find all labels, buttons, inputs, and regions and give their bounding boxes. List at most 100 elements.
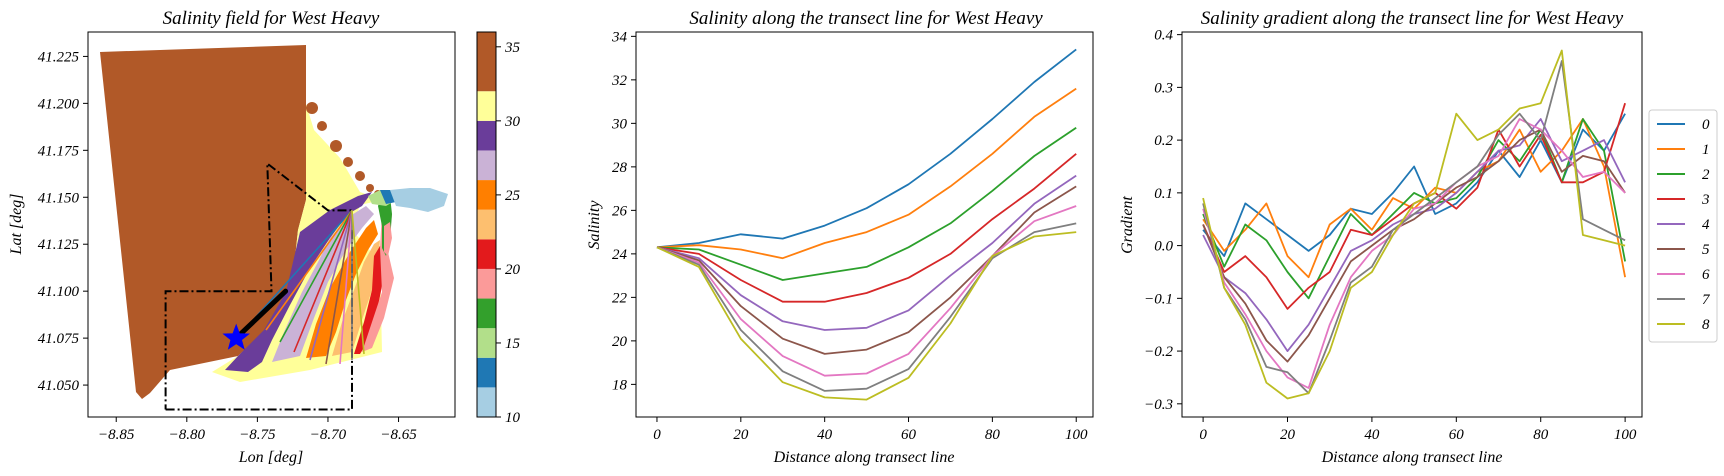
legend-label-7: 7 bbox=[1702, 292, 1711, 308]
map-x-tick-label: −8.85 bbox=[98, 427, 135, 443]
legend-frame bbox=[1648, 109, 1718, 343]
boundary-box bbox=[164, 161, 353, 411]
colorbar-tick-label: 25 bbox=[505, 188, 521, 204]
salinity-y-ticks: 18 20 22 24 26 28 30 32 34 bbox=[611, 29, 636, 393]
map-y-tick-label: 41.075 bbox=[38, 331, 80, 347]
colorbar bbox=[477, 32, 496, 417]
transect-fan-line bbox=[254, 209, 353, 319]
salinity-series-2 bbox=[656, 126, 1077, 281]
map-x-ticks: −8.85 −8.80 −8.75 −8.70 −8.65 bbox=[98, 417, 417, 443]
legend-label-5: 5 bbox=[1702, 242, 1710, 258]
map-y-ticks: 41.050 41.075 41.100 41.125 41.150 41.175 41.2… bbox=[38, 49, 88, 394]
colorbar-segment bbox=[477, 239, 496, 269]
field-speck bbox=[306, 102, 318, 114]
gradient-y-tick-label: 0.2 bbox=[1154, 133, 1173, 149]
transect-fan-line bbox=[293, 210, 353, 353]
transect-fan-line bbox=[351, 210, 365, 355]
gradient-series-1 bbox=[1202, 118, 1626, 279]
legend-label-6: 6 bbox=[1702, 267, 1710, 283]
gradient-x-tick-label: 0 bbox=[1199, 427, 1207, 443]
gradient-axes-frame bbox=[1181, 31, 1643, 418]
gradient-series-lines bbox=[1202, 49, 1626, 400]
salinity-field-map bbox=[100, 45, 448, 411]
salinity-x-tick-label: 40 bbox=[817, 427, 833, 443]
salinity-series-6 bbox=[656, 205, 1077, 377]
map-y-tick-label: 41.200 bbox=[38, 96, 80, 112]
start-point-star-icon bbox=[222, 323, 250, 350]
field-region-25 bbox=[332, 240, 380, 356]
gradient-title: Salinity gradient along the transect lin… bbox=[1201, 8, 1624, 29]
gradient-x-label: Distance along transect line bbox=[1321, 449, 1503, 466]
gradient-transect-panel: Salinity gradient along the transect lin… bbox=[1119, 8, 1718, 466]
map-axes-frame bbox=[87, 31, 456, 418]
map-title: Salinity field for West Heavy bbox=[163, 8, 380, 29]
salinity-y-tick-label: 20 bbox=[612, 334, 628, 350]
salinity-y-tick-label: 26 bbox=[612, 203, 628, 219]
salinity-transect-panel: Salinity along the transect line for Wes… bbox=[586, 8, 1094, 466]
legend-label-4: 4 bbox=[1702, 217, 1710, 233]
colorbar-segment bbox=[477, 150, 496, 181]
map-x-tick-label: −8.70 bbox=[310, 427, 347, 443]
legend-label-8: 8 bbox=[1702, 317, 1710, 333]
gradient-x-tick-label: 100 bbox=[1614, 427, 1637, 443]
colorbar-tick-label: 20 bbox=[505, 262, 521, 278]
gradient-series-8 bbox=[1202, 49, 1626, 400]
colorbar-ticks: 10 15 20 25 30 35 bbox=[496, 40, 521, 426]
colorbar-segment bbox=[477, 91, 496, 121]
gradient-y-tick-label: 0.0 bbox=[1154, 239, 1173, 255]
salinity-x-tick-label: 20 bbox=[733, 427, 749, 443]
gradient-x-ticks: 0 20 40 60 80 100 bbox=[1199, 417, 1637, 443]
colorbar-segment bbox=[477, 180, 496, 210]
transect-fan-line bbox=[325, 210, 353, 365]
gradient-series-7 bbox=[1202, 60, 1626, 395]
field-speck bbox=[330, 140, 342, 152]
gradient-y-tick-label: −0.3 bbox=[1144, 397, 1173, 413]
gradient-y-ticks: −0.3 −0.2 −0.1 0.0 0.1 0.2 0.3 0.4 bbox=[1144, 28, 1182, 413]
colorbar-segment bbox=[477, 357, 496, 388]
field-speck bbox=[317, 121, 327, 131]
transect-fan-line bbox=[309, 210, 353, 361]
salinity-x-tick-label: 60 bbox=[901, 427, 917, 443]
salinity-series-8 bbox=[656, 231, 1077, 401]
salinity-y-tick-label: 34 bbox=[611, 29, 628, 45]
gradient-series-3 bbox=[1202, 102, 1626, 310]
salinity-series-5 bbox=[656, 185, 1077, 355]
field-region-10 bbox=[390, 188, 448, 212]
colorbar-tick-label: 35 bbox=[504, 40, 521, 56]
salinity-axes-frame bbox=[635, 31, 1094, 418]
legend: 0 1 2 3 4 5 6 7 8 bbox=[1648, 109, 1718, 343]
field-region-20b bbox=[384, 222, 392, 256]
map-y-tick-label: 41.225 bbox=[38, 49, 80, 65]
gradient-x-tick-label: 40 bbox=[1364, 427, 1380, 443]
salinity-title: Salinity along the transect line for Wes… bbox=[689, 8, 1043, 29]
map-y-tick-label: 41.125 bbox=[38, 237, 80, 253]
colorbar-segment bbox=[477, 209, 496, 240]
salinity-series-3 bbox=[656, 153, 1077, 303]
legend-label-0: 0 bbox=[1702, 117, 1710, 133]
field-speck bbox=[355, 171, 365, 181]
field-region-27 bbox=[306, 220, 378, 358]
salinity-y-tick-label: 28 bbox=[612, 160, 628, 176]
transect-fan-line bbox=[339, 210, 353, 365]
gradient-series-0 bbox=[1202, 113, 1626, 258]
salinity-series-4 bbox=[656, 174, 1077, 331]
salinity-y-tick-label: 24 bbox=[612, 247, 628, 263]
gradient-y-tick-label: 0.1 bbox=[1154, 186, 1173, 202]
salinity-series-0 bbox=[656, 48, 1077, 249]
map-x-tick-label: −8.75 bbox=[239, 427, 276, 443]
colorbar-frame bbox=[476, 31, 497, 418]
gradient-x-tick-label: 60 bbox=[1449, 427, 1465, 443]
salinity-x-ticks: 0 20 40 60 80 100 bbox=[653, 417, 1088, 443]
map-y-tick-label: 41.100 bbox=[38, 284, 80, 300]
gradient-y-tick-label: 0.3 bbox=[1154, 80, 1173, 96]
colorbar-segment bbox=[477, 387, 496, 417]
transect-line bbox=[233, 288, 289, 341]
transect-fan bbox=[254, 209, 365, 365]
gradient-y-tick-label: 0.4 bbox=[1154, 28, 1173, 44]
colorbar-tick-label: 10 bbox=[505, 410, 521, 426]
gradient-series-6 bbox=[1202, 118, 1626, 389]
salinity-y-tick-label: 22 bbox=[612, 290, 628, 306]
salinity-series-1 bbox=[656, 87, 1077, 260]
field-speck bbox=[366, 184, 374, 192]
